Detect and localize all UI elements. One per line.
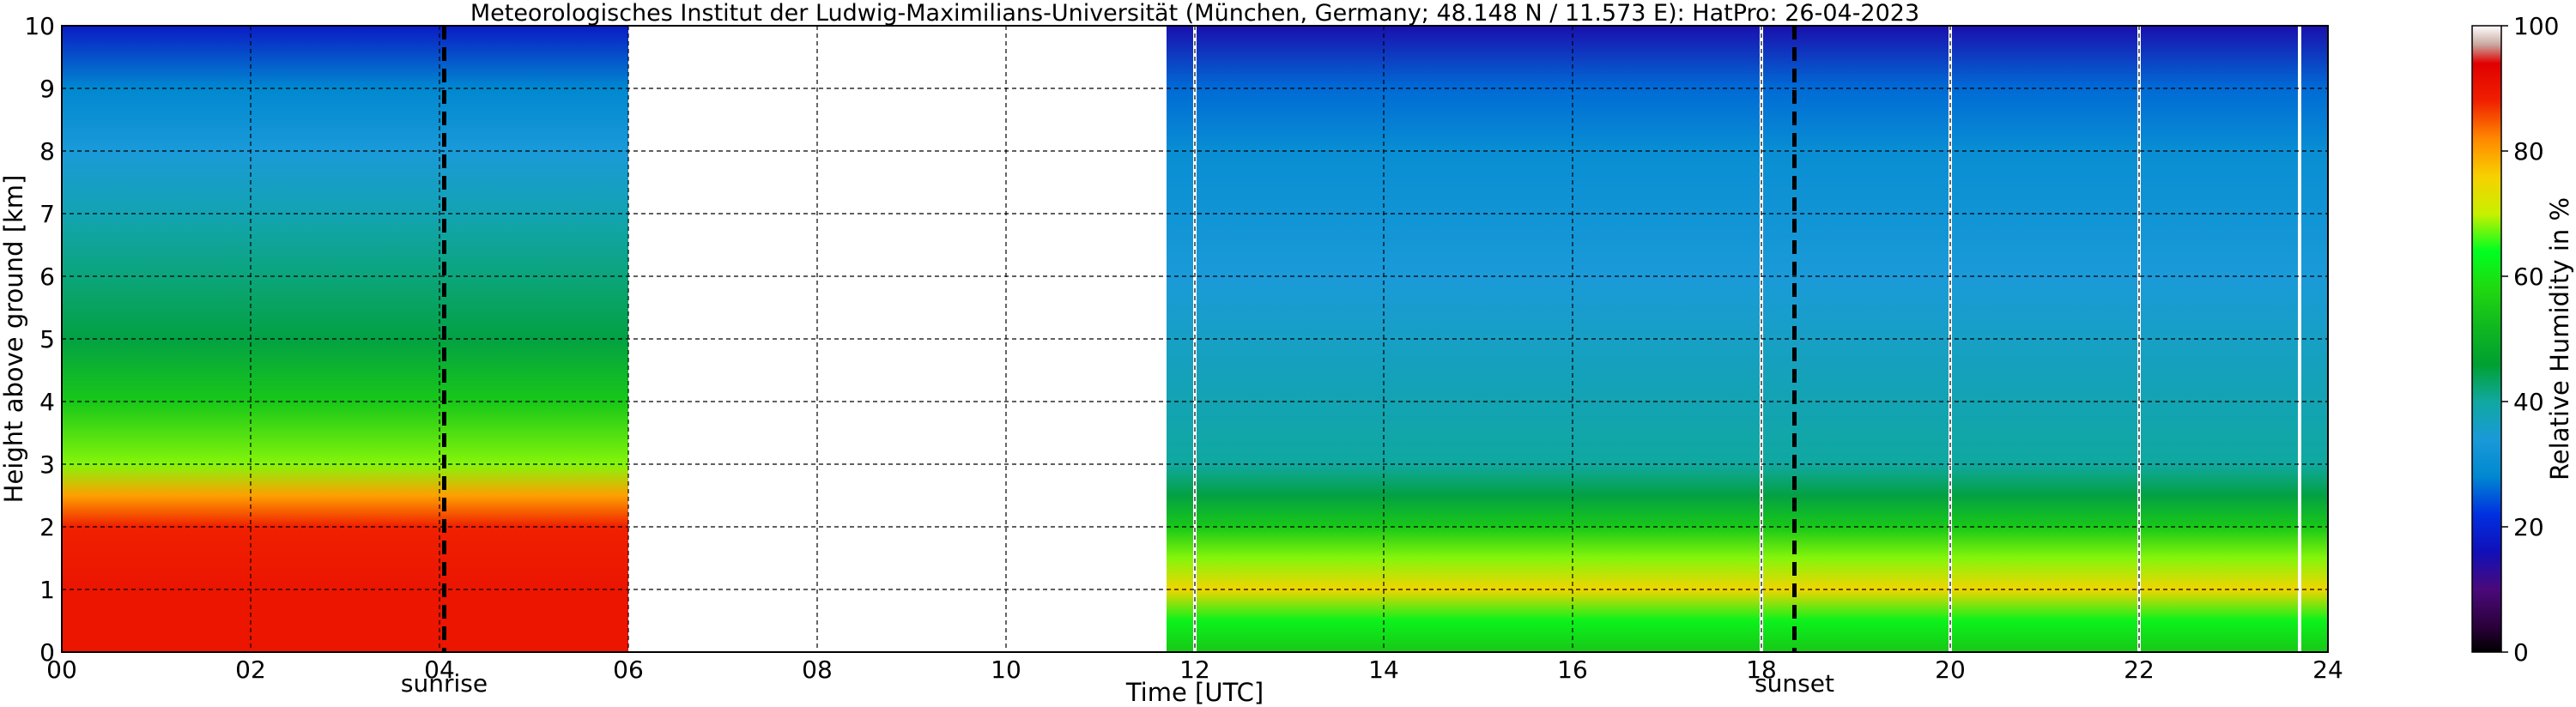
- x-tick-label: 10: [991, 656, 1021, 684]
- x-tick-label: 24: [2312, 656, 2343, 684]
- x-axis-label: Time [UTC]: [1125, 678, 1264, 707]
- colorbar-tick-label: 80: [2513, 137, 2544, 166]
- y-tick-label: 9: [39, 75, 55, 103]
- y-tick-label: 5: [39, 325, 55, 354]
- x-tick-label: 12: [1179, 656, 1210, 684]
- sun-markers: [442, 26, 1797, 652]
- x-tick-label: 16: [1557, 656, 1588, 684]
- x-tick-label: 18: [1746, 656, 1777, 684]
- marker-labels: sunrise sunset: [401, 669, 1834, 698]
- y-tick-label: 3: [39, 450, 55, 479]
- x-tick-label: 00: [46, 656, 77, 684]
- y-tick-label: 4: [39, 388, 55, 416]
- x-tick-label: 02: [235, 656, 266, 684]
- x-axis-ticks: 00 02 04 06 08 10 12 14 16 18 20 22 24: [46, 656, 2343, 684]
- y-tick-label: 8: [39, 137, 55, 166]
- colorbar-tick-label: 0: [2513, 638, 2529, 667]
- plot-frame: [61, 25, 2329, 653]
- colorbar-tick-label: 20: [2513, 513, 2544, 541]
- plot-area: [61, 25, 2329, 653]
- chart-title: Meteorologisches Institut der Ludwig-Max…: [470, 0, 1919, 27]
- y-tick-label: 7: [39, 200, 55, 228]
- colorbar-label: Relative Humidity in %: [2545, 197, 2574, 480]
- y-tick-label: 6: [39, 263, 55, 291]
- colorbar-tick-label: 60: [2513, 263, 2544, 291]
- x-tick-label: 20: [1935, 656, 1966, 684]
- colorbar-ticks: 0 20 40 60 80 100: [2501, 12, 2559, 667]
- y-tick-label: 10: [24, 12, 55, 40]
- x-tick-label: 04: [424, 656, 455, 684]
- x-tick-label: 22: [2124, 656, 2155, 684]
- sunset-label: sunset: [1755, 669, 1834, 698]
- sunrise-label: sunrise: [401, 669, 488, 698]
- colorbar-tick-label: 100: [2513, 12, 2559, 40]
- x-tick-label: 14: [1368, 656, 1399, 684]
- x-tick-label: 06: [613, 656, 644, 684]
- y-tick-label: 0: [39, 638, 55, 667]
- y-tick-label: 1: [39, 576, 55, 604]
- y-tick-label: 2: [39, 513, 55, 541]
- colorbar-fill: [2471, 25, 2502, 653]
- colorbar: [2471, 25, 2502, 653]
- colorbar-tick-label: 40: [2513, 388, 2544, 416]
- y-axis-ticks: 0 1 2 3 4 5 6 7 8 9 10: [24, 12, 55, 667]
- grid-lines: [62, 26, 2328, 652]
- y-axis-label: Height above ground [km]: [0, 175, 28, 504]
- x-tick-label: 08: [802, 656, 833, 684]
